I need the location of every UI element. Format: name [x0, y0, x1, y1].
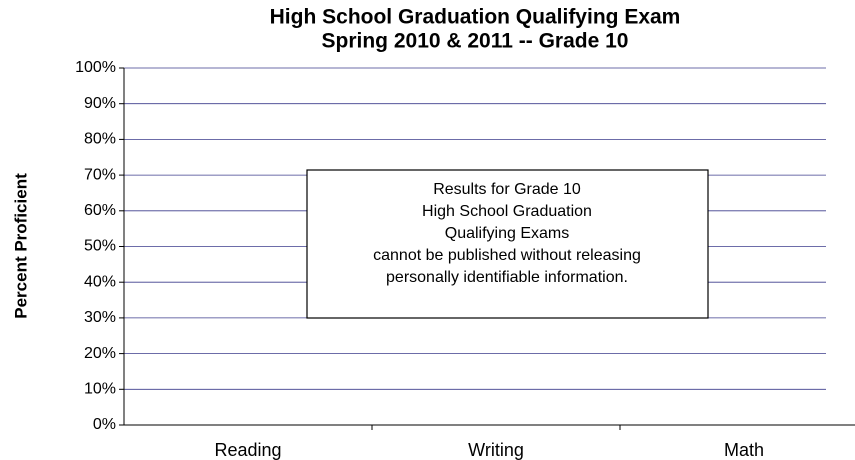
y-tick-label: 80% [84, 131, 116, 148]
y-tick-label: 20% [84, 345, 116, 362]
annotation-text: personally identifiable information. [386, 269, 628, 286]
x-tick-label: Writing [468, 440, 524, 460]
annotation-text: Results for Grade 10 [433, 181, 581, 198]
y-tick-label: 100% [75, 59, 116, 76]
y-tick-label: 60% [84, 202, 116, 219]
chart-title: Spring 2010 & 2011 -- Grade 10 [322, 30, 629, 53]
y-tick-label: 10% [84, 381, 116, 398]
x-tick-label: Math [724, 440, 764, 460]
annotation-box [306, 169, 709, 319]
y-tick-label: 40% [84, 273, 116, 290]
x-tick-label: Reading [214, 440, 281, 460]
annotation-text: High School Graduation [422, 203, 592, 220]
y-tick-label: 70% [84, 166, 116, 183]
annotation-text: Qualifying Exams [445, 225, 570, 242]
y-tick-label: 50% [84, 238, 116, 255]
y-tick-label: 90% [84, 95, 116, 112]
chart-title: High School Graduation Qualifying Exam [270, 6, 681, 29]
y-axis-label: Percent Proficient [11, 173, 30, 319]
annotation-text: cannot be published without releasing [373, 247, 641, 264]
y-tick-label: 0% [93, 416, 116, 433]
y-tick-label: 30% [84, 309, 116, 326]
